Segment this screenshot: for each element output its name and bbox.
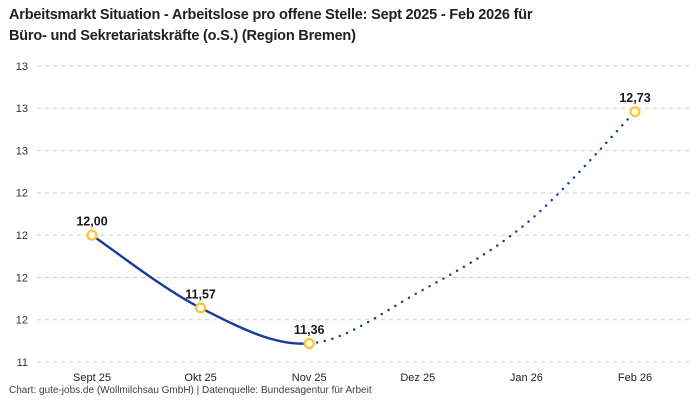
chart-title-line1: Arbeitsmarkt Situation - Arbeitslose pro…: [9, 7, 533, 23]
x-axis-label: Jan 26: [510, 372, 543, 384]
x-axis-label: Feb 26: [618, 372, 652, 384]
data-point-label: 11,36: [294, 323, 325, 337]
data-point-marker[interactable]: [195, 302, 207, 314]
y-axis-tick-label: 13: [16, 103, 28, 115]
x-axis-label: Sept 25: [73, 372, 111, 384]
x-axis-label: Nov 25: [292, 372, 327, 384]
data-point-marker[interactable]: [86, 229, 98, 241]
y-axis-tick-label: 11: [17, 357, 28, 369]
x-axis-label: Okt 25: [184, 372, 216, 384]
data-point-marker[interactable]: [303, 337, 315, 350]
y-axis-tick-label: 12: [16, 188, 28, 200]
chart-title: Arbeitsmarkt Situation - Arbeitslose pro…: [9, 5, 533, 47]
x-axis-label: Dez 25: [400, 372, 435, 384]
y-axis-tick-label: 12: [16, 315, 28, 327]
y-axis-tick-label: 13: [16, 145, 28, 157]
chart-footer: Chart: gute-jobs.de (Wollmilchsau GmbH) …: [9, 385, 372, 396]
chart-title-line2: Büro- und Sekretariatskräfte (o.S.) (Reg…: [9, 28, 356, 44]
data-point-label: 12,00: [76, 215, 107, 229]
data-point-label: 12,73: [619, 91, 650, 105]
data-point-marker[interactable]: [629, 106, 641, 118]
series-line-forecast-dotted: [308, 110, 637, 345]
y-axis-tick-label: 12: [16, 272, 28, 284]
y-axis-tick-label: 13: [16, 61, 28, 73]
data-point-label: 11,57: [185, 287, 216, 301]
y-axis-tick-label: 12: [16, 230, 28, 242]
